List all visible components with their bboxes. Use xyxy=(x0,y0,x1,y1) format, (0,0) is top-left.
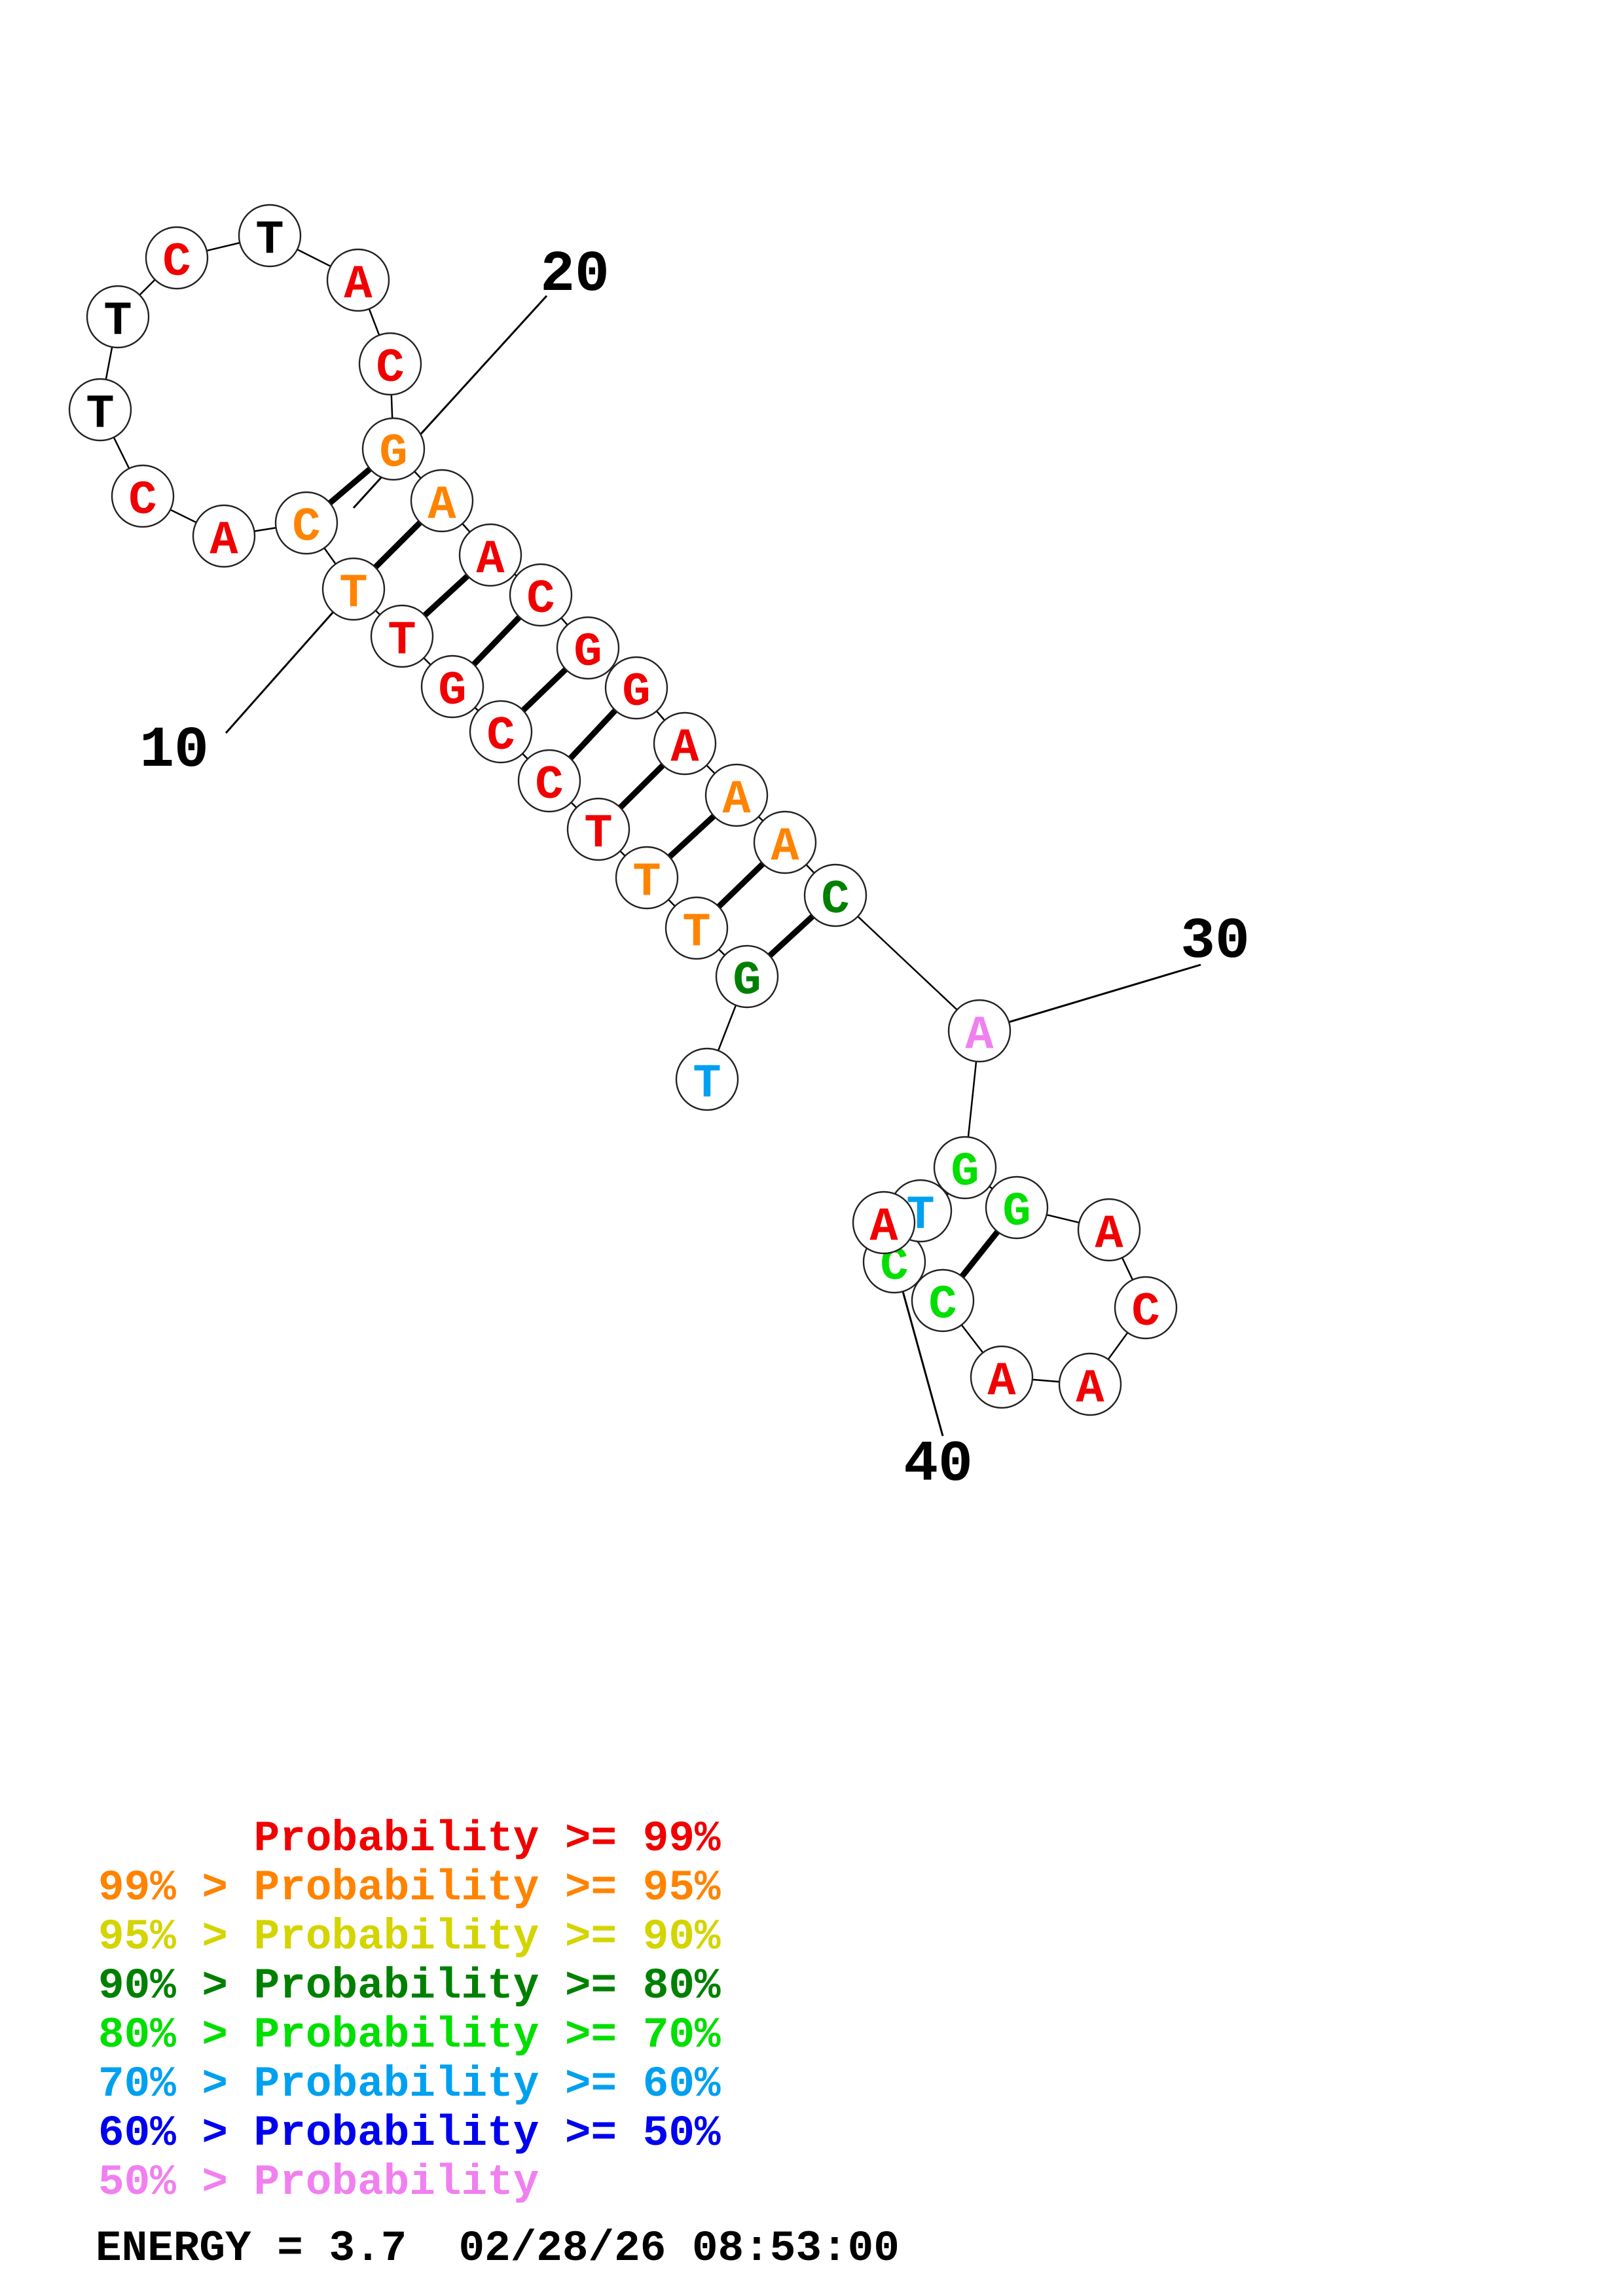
nucleotide-base-12: A xyxy=(210,514,238,567)
nucleotide-base-10: T xyxy=(339,567,367,620)
nucleotide-base-24: G xyxy=(574,626,602,679)
nucleotide-base-33: A xyxy=(1095,1208,1123,1261)
nucleotide-base-14: T xyxy=(86,387,114,441)
nucleotide-base-2: G xyxy=(733,954,761,1008)
nucleotide-circle-9 xyxy=(370,604,434,668)
nucleotide-circle-6 xyxy=(517,749,581,813)
nucleotide-circle-24 xyxy=(556,616,620,680)
legend-line: 95% > Probability >= 90% xyxy=(98,1912,721,1962)
nucleotide-base-36: A xyxy=(987,1355,1016,1408)
nucleotide-base-40: A xyxy=(869,1200,898,1254)
nucleotide-circle-11 xyxy=(274,491,338,555)
nucleotide-base-3: T xyxy=(682,906,710,960)
position-label-40: 40 xyxy=(903,1433,973,1498)
energy-line: ENERGY = 3.7 02/28/26 08:53:00 xyxy=(96,2224,900,2273)
nucleotide-base-15: T xyxy=(103,295,132,348)
nucleotide-circle-18 xyxy=(326,248,390,312)
legend-line: 60% > Probability >= 50% xyxy=(98,2109,721,2158)
nucleotide-base-27: A xyxy=(722,773,751,827)
nucleotide-base-18: A xyxy=(344,258,373,312)
nucleotide-circle-37 xyxy=(911,1268,975,1333)
nucleotide-circle-23 xyxy=(509,563,573,627)
nucleotide-base-5: T xyxy=(584,807,612,861)
label-leader-line xyxy=(979,963,1201,1032)
nucleotide-circle-8 xyxy=(420,655,484,719)
nucleotide-circle-36 xyxy=(970,1345,1034,1409)
nucleotide-base-20: G xyxy=(379,427,407,480)
nucleotide-base-7: C xyxy=(486,709,515,763)
nucleotide-circle-10 xyxy=(321,557,386,621)
backbone-bond xyxy=(835,895,980,1031)
nucleotide-base-17: T xyxy=(255,213,283,267)
nucleotide-base-4: T xyxy=(632,855,661,909)
nucleotide-circle-16 xyxy=(145,226,209,290)
nucleotide-circle-22 xyxy=(458,523,522,587)
nucleotide-base-22: A xyxy=(476,533,505,586)
legend-line: 50% > Probability xyxy=(98,2158,539,2207)
nucleotide-base-13: C xyxy=(128,474,156,528)
legend-line: 80% > Probability >= 70% xyxy=(98,2011,721,2060)
nucleotide-base-1: T xyxy=(693,1057,721,1111)
nucleotide-circle-21 xyxy=(410,469,474,533)
nucleotide-circle-30 xyxy=(947,999,1012,1063)
label-leader-line xyxy=(225,588,355,734)
nucleotide-circle-14 xyxy=(68,378,132,442)
nucleotide-base-21: A xyxy=(428,478,456,532)
nucleotide-circle-5 xyxy=(566,797,630,861)
nucleotide-base-32: G xyxy=(1002,1185,1030,1239)
nucleotide-circle-3 xyxy=(665,896,729,960)
nucleotide-circle-4 xyxy=(615,846,679,910)
nucleotide-circle-19 xyxy=(358,332,422,396)
nucleotide-base-19: C xyxy=(376,342,404,395)
legend-line: 90% > Probability >= 80% xyxy=(98,1962,721,2011)
nucleotide-base-31: G xyxy=(951,1145,979,1199)
nucleotide-circle-40 xyxy=(852,1191,916,1255)
nucleotide-circle-27 xyxy=(704,763,769,827)
nucleotide-base-8: G xyxy=(438,664,466,718)
nucleotide-base-25: G xyxy=(622,666,650,719)
legend-line: 70% > Probability >= 60% xyxy=(98,2060,721,2109)
nucleotide-circle-17 xyxy=(238,204,302,268)
nucleotide-circle-32 xyxy=(985,1175,1049,1240)
nucleotide-base-6: C xyxy=(535,759,563,812)
nucleotide-base-16: C xyxy=(162,236,191,289)
position-label-10: 10 xyxy=(139,719,209,783)
position-label-20: 20 xyxy=(540,243,610,308)
nucleotide-circle-12 xyxy=(192,504,256,568)
nucleotide-circle-35 xyxy=(1058,1352,1122,1416)
nucleotide-base-34: C xyxy=(1131,1285,1159,1339)
nucleotide-circle-2 xyxy=(715,944,779,1009)
nucleotide-circle-33 xyxy=(1077,1198,1141,1262)
nucleotide-circle-29 xyxy=(803,863,867,927)
nucleotide-circle-25 xyxy=(604,656,668,720)
nucleotide-base-26: A xyxy=(670,721,699,775)
nucleotide-base-11: C xyxy=(292,501,320,554)
nucleotide-circle-15 xyxy=(86,285,150,349)
nucleotide-base-23: C xyxy=(526,573,555,626)
nucleotide-circle-31 xyxy=(933,1136,997,1200)
nucleotide-circle-26 xyxy=(653,711,717,776)
nucleotide-base-29: C xyxy=(821,873,849,927)
probability-legend: Probability >= 99% 99% > Probability >= 9… xyxy=(98,1814,721,2207)
legend-line: Probability >= 99% xyxy=(98,1814,721,1863)
nucleotide-circle-20 xyxy=(361,417,426,481)
nucleotide-base-35: A xyxy=(1076,1362,1104,1416)
position-label-30: 30 xyxy=(1180,910,1250,975)
nucleotide-circle-7 xyxy=(469,700,533,764)
nucleotide-circle-13 xyxy=(111,464,175,528)
nucleotide-circle-34 xyxy=(1114,1276,1178,1340)
nucleotide-base-9: T xyxy=(388,614,416,668)
legend-line: 99% > Probability >= 95% xyxy=(98,1863,721,1912)
nucleotide-base-28: A xyxy=(771,820,799,874)
nucleotide-base-37: C xyxy=(928,1278,957,1332)
nucleotide-circle-1 xyxy=(675,1047,739,1111)
nucleotide-base-30: A xyxy=(965,1009,994,1062)
nucleotide-circle-28 xyxy=(753,810,817,874)
